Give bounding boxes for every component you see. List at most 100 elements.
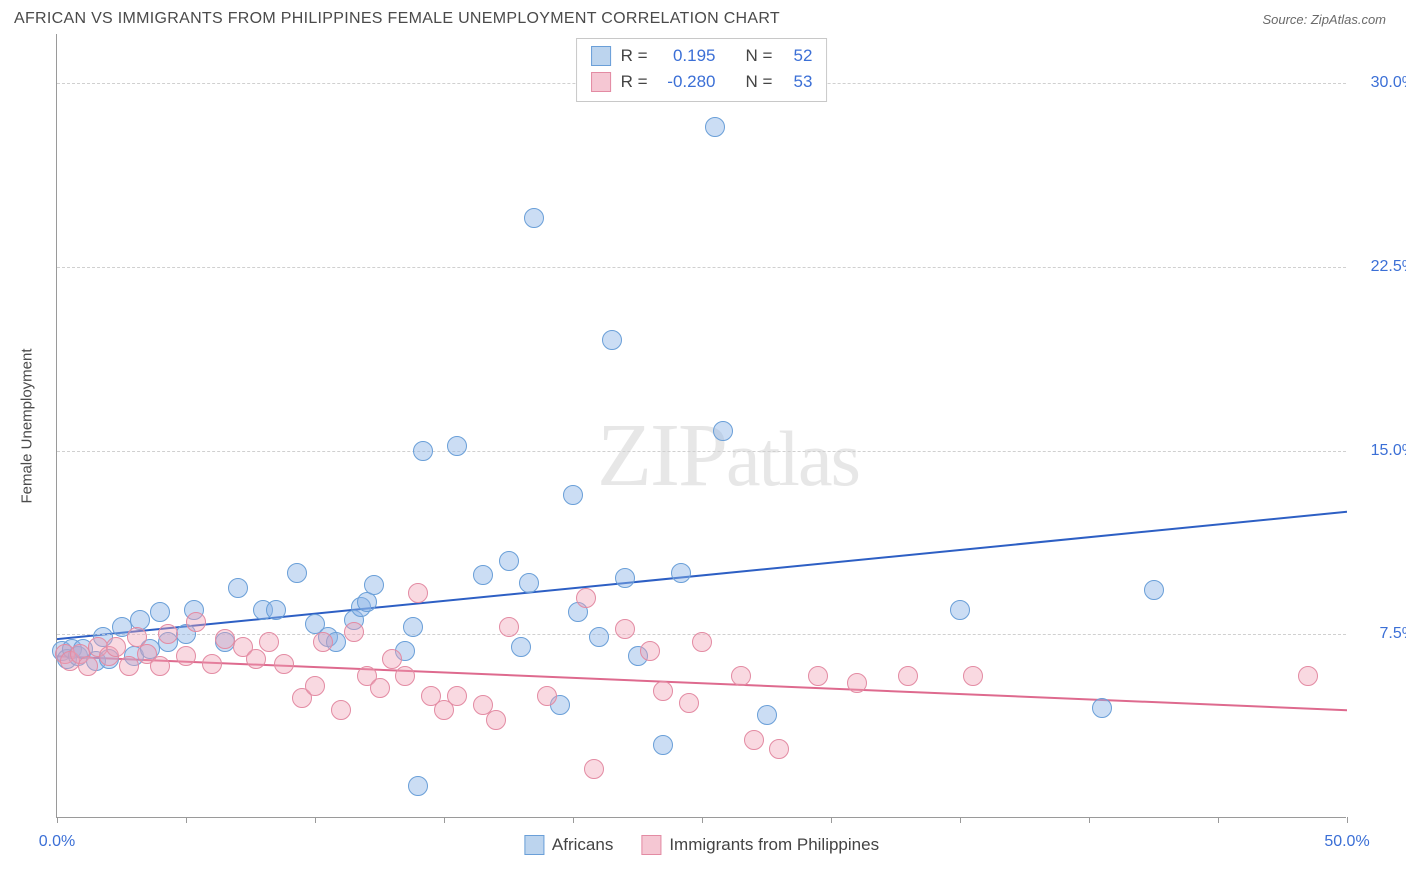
data-point — [679, 693, 699, 713]
data-point — [713, 421, 733, 441]
data-point — [524, 208, 544, 228]
data-point — [653, 681, 673, 701]
data-point — [537, 686, 557, 706]
y-tick-label: 7.5% — [1356, 625, 1406, 643]
data-point — [950, 600, 970, 620]
x-tick-label: 0.0% — [39, 833, 75, 851]
legend-row-africans: R = 0.195 N = 52 — [591, 43, 813, 69]
data-point — [615, 619, 635, 639]
data-point — [215, 629, 235, 649]
data-point — [615, 568, 635, 588]
watermark: ZIPatlas — [597, 404, 859, 507]
n-value-philippines: 53 — [782, 69, 812, 95]
data-point — [176, 646, 196, 666]
data-point — [757, 705, 777, 725]
data-point — [395, 666, 415, 686]
data-point — [228, 578, 248, 598]
data-point — [847, 673, 867, 693]
data-point — [511, 637, 531, 657]
data-point — [313, 632, 333, 652]
x-tick-label: 50.0% — [1324, 833, 1369, 851]
data-point — [344, 622, 364, 642]
data-point — [519, 573, 539, 593]
n-value-africans: 52 — [782, 43, 812, 69]
x-tick — [444, 817, 445, 823]
swatch-philippines-icon — [591, 72, 611, 92]
data-point — [202, 654, 222, 674]
data-point — [602, 330, 622, 350]
x-tick — [186, 817, 187, 823]
data-point — [563, 485, 583, 505]
swatch-africans-icon — [524, 835, 544, 855]
data-point — [370, 678, 390, 698]
y-tick-label: 30.0% — [1356, 74, 1406, 92]
data-point — [305, 676, 325, 696]
y-axis-title: Female Unemployment — [19, 348, 36, 503]
data-point — [266, 600, 286, 620]
data-point — [692, 632, 712, 652]
x-tick — [960, 817, 961, 823]
regression-line — [57, 512, 1347, 639]
r-value-africans: 0.195 — [658, 43, 716, 69]
regression-lines — [57, 34, 1347, 818]
data-point — [150, 602, 170, 622]
correlation-chart: Female Unemployment ZIPatlas R = 0.195 N… — [12, 34, 1394, 818]
x-tick — [573, 817, 574, 823]
data-point — [119, 656, 139, 676]
data-point — [808, 666, 828, 686]
r-value-philippines: -0.280 — [658, 69, 716, 95]
data-point — [589, 627, 609, 647]
chart-title: AFRICAN VS IMMIGRANTS FROM PHILIPPINES F… — [14, 10, 780, 28]
data-point — [357, 592, 377, 612]
data-point — [898, 666, 918, 686]
data-point — [364, 575, 384, 595]
plot-area: Female Unemployment ZIPatlas R = 0.195 N… — [56, 34, 1346, 818]
data-point — [408, 776, 428, 796]
swatch-africans-icon — [591, 46, 611, 66]
data-point — [486, 710, 506, 730]
data-point — [744, 730, 764, 750]
data-point — [499, 617, 519, 637]
data-point — [331, 700, 351, 720]
data-point — [1144, 580, 1164, 600]
source-attribution: Source: ZipAtlas.com — [1262, 12, 1386, 27]
data-point — [274, 654, 294, 674]
y-tick-label: 22.5% — [1356, 258, 1406, 276]
series-label: Africans — [552, 835, 613, 855]
legend-row-philippines: R = -0.280 N = 53 — [591, 69, 813, 95]
data-point — [186, 612, 206, 632]
data-point — [584, 759, 604, 779]
x-tick — [831, 817, 832, 823]
data-point — [671, 563, 691, 583]
data-point — [447, 436, 467, 456]
x-tick — [1218, 817, 1219, 823]
data-point — [576, 588, 596, 608]
data-point — [705, 117, 725, 137]
data-point — [413, 441, 433, 461]
data-point — [447, 686, 467, 706]
swatch-philippines-icon — [641, 835, 661, 855]
gridline — [57, 267, 1346, 268]
data-point — [653, 735, 673, 755]
n-label: N = — [746, 43, 773, 69]
series-label: Immigrants from Philippines — [669, 835, 879, 855]
x-tick — [1089, 817, 1090, 823]
data-point — [287, 563, 307, 583]
legend-item-africans: Africans — [524, 835, 613, 855]
data-point — [499, 551, 519, 571]
correlation-legend: R = 0.195 N = 52 R = -0.280 N = 53 — [576, 38, 828, 102]
data-point — [106, 637, 126, 657]
gridline — [57, 451, 1346, 452]
data-point — [640, 641, 660, 661]
data-point — [731, 666, 751, 686]
data-point — [963, 666, 983, 686]
n-label: N = — [746, 69, 773, 95]
legend-item-philippines: Immigrants from Philippines — [641, 835, 879, 855]
x-tick — [315, 817, 316, 823]
data-point — [769, 739, 789, 759]
series-legend: Africans Immigrants from Philippines — [524, 835, 879, 855]
r-label: R = — [621, 43, 648, 69]
data-point — [408, 583, 428, 603]
r-label: R = — [621, 69, 648, 95]
x-tick — [702, 817, 703, 823]
